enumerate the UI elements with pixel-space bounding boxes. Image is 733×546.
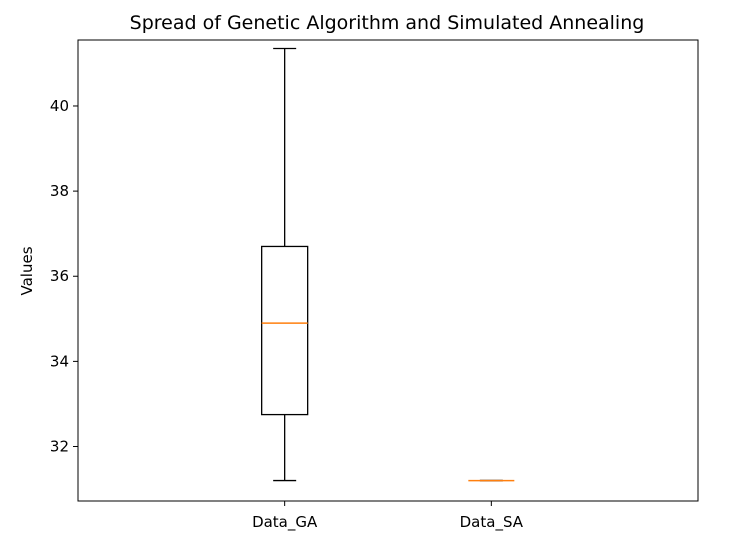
y-tick-label: 38 [50,182,69,200]
plot-area [77,39,699,502]
y-tick-label: 40 [50,97,69,115]
chart-title: Spread of Genetic Algorithm and Simulate… [130,12,645,34]
y-tick-label: 32 [50,438,69,456]
x-tick-label: Data_SA [460,513,524,532]
x-tick-label: Data_GA [252,513,318,532]
y-tick-label: 34 [50,352,69,370]
y-tick-label: 36 [50,267,69,285]
y-axis-label: Values [18,246,36,295]
box [261,245,309,416]
chart-marks: 32 34 36 38 40 Data_GA Data_SA [50,47,524,532]
